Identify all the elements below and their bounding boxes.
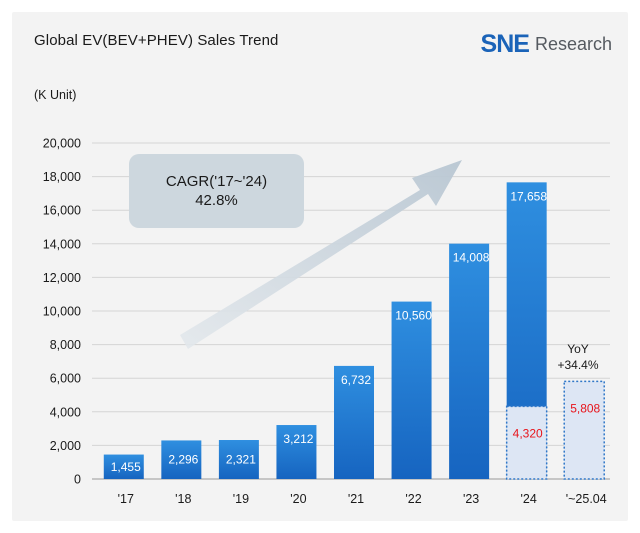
y-tick-label: 10,000 — [43, 305, 81, 319]
bar — [218, 440, 259, 479]
y-tick-label: 14,000 — [43, 237, 81, 251]
y-tick-label: 12,000 — [43, 271, 81, 285]
y-tick-label: 8,000 — [50, 338, 81, 352]
sne-research-logo: SNE Research — [481, 28, 612, 60]
y-tick-label: 16,000 — [43, 204, 81, 218]
x-tick-label: '22 — [405, 492, 421, 506]
bar-value-label: 6,732 — [341, 373, 371, 387]
bar — [161, 440, 202, 479]
y-tick-label: 18,000 — [43, 170, 81, 184]
bar-value-label: 2,296 — [168, 453, 198, 467]
bar — [276, 425, 317, 479]
yoy-annotation: YoY +34.4% — [548, 341, 608, 373]
bar-value-label: 1,455 — [111, 460, 141, 474]
logo-name: Research — [534, 33, 612, 54]
y-tick-label: 20,000 — [43, 137, 81, 151]
x-tick-label: '21 — [348, 492, 364, 506]
y-tick-label: 4,000 — [50, 405, 81, 419]
bar — [103, 454, 144, 479]
bar — [449, 243, 490, 479]
ytd-value-label: 5,808 — [570, 401, 600, 415]
x-tick-label: '20 — [290, 492, 306, 506]
x-tick-label: '19 — [233, 492, 249, 506]
bar-value-label: 2,321 — [226, 453, 256, 467]
chart-title: Global EV(BEV+PHEV) Sales Trend — [34, 32, 279, 49]
y-tick-label: 0 — [74, 473, 81, 487]
yoy-value: +34.4% — [557, 358, 599, 372]
bar-value-label: 14,008 — [453, 251, 490, 265]
x-tick-label: '~25.04 — [566, 492, 607, 506]
bar-value-label: 17,658 — [510, 189, 547, 203]
ytd-bar — [505, 405, 548, 480]
yoy-label: YoY — [567, 342, 589, 356]
x-tick-label: '18 — [175, 492, 191, 506]
x-tick-label: '17 — [118, 492, 134, 506]
unit-label: (K Unit) — [34, 88, 77, 102]
cagr-label: CAGR('17~'24) — [165, 173, 268, 190]
bar-value-label: 10,560 — [395, 309, 432, 323]
ytd-value-label: 4,320 — [513, 426, 543, 440]
y-tick-label: 2,000 — [50, 439, 81, 453]
bar-value-label: 3,212 — [283, 432, 313, 446]
x-axis: '17 '18 '19 '20 '21 '22 '23 '24 '~25.04 — [118, 492, 607, 506]
cagr-annotation: CAGR('17~'24) 42.8% — [129, 154, 304, 228]
bars: 1,455 2,296 2,321 3,212 6,732 10,560 14,008 17,… — [103, 182, 605, 480]
ytd-bar — [563, 380, 605, 480]
y-tick-label: 6,000 — [50, 372, 81, 386]
bar — [334, 365, 374, 479]
x-tick-label: '23 — [463, 492, 479, 506]
trend-arrow — [180, 160, 462, 349]
bar — [391, 301, 432, 479]
logo-brand: SNE — [480, 29, 530, 58]
x-tick-label: '24 — [521, 492, 537, 506]
cagr-value: 42.8% — [195, 192, 238, 209]
